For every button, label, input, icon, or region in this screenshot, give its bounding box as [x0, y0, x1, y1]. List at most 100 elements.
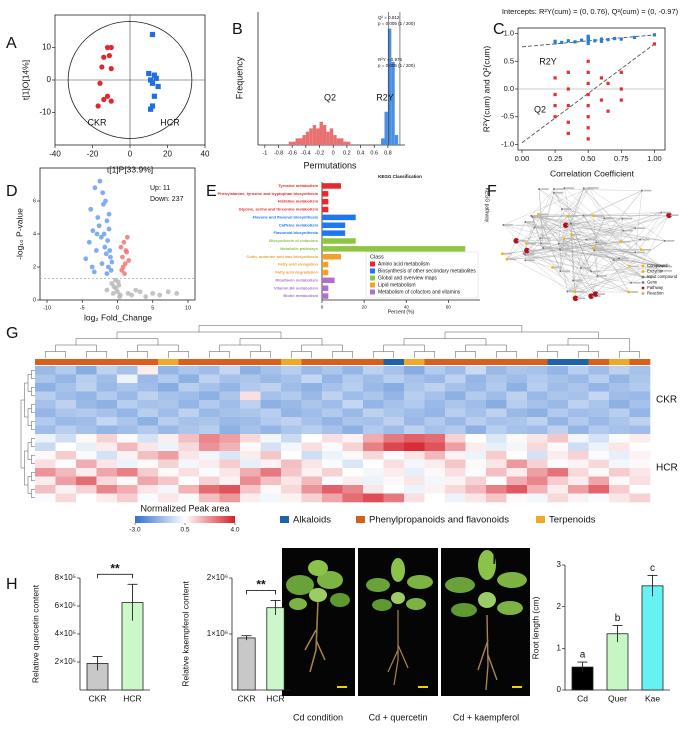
heatmap-cell — [199, 417, 220, 426]
category-label: Vitamin B6 metabolism — [274, 285, 318, 290]
heatmap-cell — [55, 408, 77, 418]
network-node — [585, 238, 588, 241]
heatmap-cell — [76, 451, 97, 460]
class-strip — [568, 359, 589, 365]
network-node — [628, 265, 631, 268]
point — [108, 98, 114, 104]
heatmap-cell — [486, 374, 507, 384]
heatmap-cell — [527, 391, 548, 401]
heatmap-cell — [199, 434, 220, 443]
histogram-bar — [288, 141, 293, 145]
heatmap-cell — [158, 374, 179, 384]
heatmap-cell — [117, 493, 138, 503]
heatmap-cell — [486, 408, 507, 418]
class-strip — [117, 359, 138, 365]
heatmap-cell — [55, 485, 77, 494]
class-strip — [424, 359, 446, 365]
network-node-label — [662, 211, 671, 214]
network-edge — [593, 190, 643, 249]
point — [120, 254, 125, 260]
heatmap-cell — [178, 408, 200, 418]
heatmap-cell — [506, 417, 528, 426]
heatmap-cell — [445, 493, 466, 503]
network-edge — [538, 214, 592, 272]
y-axis-label: -log₁₀ P-value — [14, 208, 24, 260]
network-edge — [567, 216, 663, 271]
heatmap-cell — [363, 417, 384, 426]
class-strip — [322, 359, 343, 365]
point — [94, 231, 100, 237]
heatmap-cell — [96, 485, 118, 494]
heatmap-cell — [178, 468, 200, 477]
heatmap-cell — [424, 383, 446, 392]
network-node — [582, 187, 585, 190]
heatmap-cell — [199, 391, 220, 401]
heatmap-cell — [588, 434, 610, 443]
confidence-ellipse — [67, 21, 193, 139]
heatmap-cell — [568, 468, 589, 477]
network-edge — [564, 188, 572, 224]
class-strip — [363, 359, 384, 365]
heatmap-cell — [629, 459, 651, 469]
histogram-bar — [343, 141, 347, 145]
heatmap-cell — [117, 476, 138, 486]
network-edge — [503, 224, 629, 293]
y-tick-label: 2 — [557, 602, 562, 611]
network-node — [627, 290, 631, 294]
heatmap-cell — [301, 442, 323, 452]
x-tick-label: 0 — [116, 305, 119, 311]
heatmap-cell — [568, 408, 589, 418]
series-label: R2Y — [539, 56, 557, 66]
network-node-label — [644, 276, 653, 278]
heatmap-cell — [301, 366, 323, 375]
x-tick-label: 0 — [332, 150, 335, 156]
photo-caption: Cd + kaempferol — [453, 712, 519, 722]
heatmap-cell — [588, 451, 610, 460]
heatmap-cell — [158, 451, 179, 460]
class-strip — [527, 359, 548, 365]
heatmap-cell — [609, 451, 630, 460]
point — [120, 264, 126, 270]
bar — [322, 261, 329, 268]
heatmap-cell — [322, 417, 343, 426]
network-edge — [553, 192, 584, 216]
heatmap-cell — [506, 391, 528, 401]
network-legend-marker — [641, 275, 645, 279]
histogram-bar — [305, 131, 310, 145]
heatmap-cell — [445, 459, 466, 469]
point — [599, 98, 604, 102]
heatmap-cell — [96, 476, 118, 486]
heatmap-cell — [465, 434, 487, 443]
y-axis-label: Root length (cm) — [530, 596, 540, 659]
network-node-label — [620, 257, 629, 260]
legend-swatch — [370, 282, 375, 288]
point — [586, 34, 590, 38]
point — [613, 36, 617, 41]
x-tick-label: -5 — [80, 305, 85, 311]
point — [593, 39, 597, 43]
point — [149, 80, 156, 86]
heatmap-cell — [219, 374, 241, 384]
heatmap-cell — [158, 366, 179, 375]
point — [97, 80, 103, 86]
network-node — [530, 214, 533, 217]
heatmap-cell — [260, 476, 282, 486]
network-node — [659, 264, 662, 267]
network-node — [640, 248, 643, 251]
heatmap-cell — [568, 366, 589, 375]
heatmap-cell — [158, 442, 179, 452]
heatmap-cell — [322, 374, 343, 384]
x-tick-label: -40 — [49, 150, 61, 159]
network-node — [619, 240, 622, 243]
heatmap-cell — [383, 383, 405, 392]
x-tick-label: 0.8 — [384, 150, 392, 156]
heatmap-cell — [178, 459, 200, 469]
heatmap-cell — [137, 425, 159, 435]
heatmap-cell — [240, 485, 261, 494]
point — [133, 287, 139, 293]
network-edge — [575, 282, 632, 299]
network-edge — [570, 223, 574, 281]
heatmap-cell — [404, 374, 425, 384]
panel-label: H — [6, 576, 18, 593]
heatmap-cell — [445, 485, 466, 494]
